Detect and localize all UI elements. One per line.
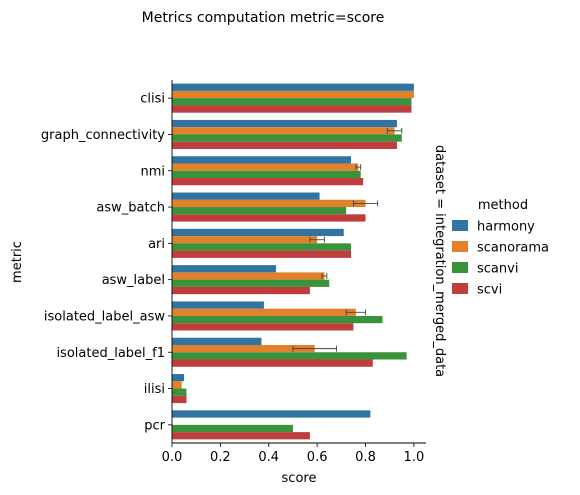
bar-harmony-isolated_label_asw [172, 301, 264, 309]
error-bar-scanorama-nmi [355, 164, 362, 171]
bar-scanorama-asw_batch [172, 199, 366, 208]
legend-label-harmony: harmony [477, 220, 535, 235]
bar-scvi-isolated_label_asw [172, 323, 354, 331]
legend-swatch-scvi [452, 283, 468, 294]
bar-scvi-nmi [172, 178, 364, 186]
bar-harmony-ilisi [172, 374, 185, 382]
y-tick-label-isolated_label_f1: isolated_label_f1 [56, 346, 165, 361]
x-tick-label: 1.0 [404, 450, 425, 465]
error-bar-scanorama-isolated_label_asw [345, 309, 366, 316]
bar-scanvi-graph_connectivity [172, 134, 402, 142]
y-tick-label-clisi: clisi [140, 92, 165, 107]
chart-title: Metrics computation metric=score [142, 10, 385, 26]
legend-label-scanvi: scanvi [477, 262, 518, 277]
error-bar-scanorama-asw_batch [352, 200, 379, 207]
x-tick-label: 0.6 [307, 450, 328, 465]
bar-scanorama-ilisi [172, 381, 182, 389]
legend-label-scanorama: scanorama [477, 241, 549, 256]
bar-harmony-isolated_label_f1 [172, 337, 262, 345]
bar-scvi-ilisi [172, 395, 187, 404]
bar-scanvi-asw_label [172, 279, 330, 287]
bar-scanvi-clisi [172, 98, 412, 106]
x-tick-label: 0.4 [258, 450, 279, 465]
x-tick-label: 0.8 [355, 450, 376, 465]
error-bar-scanorama-graph_connectivity [386, 127, 403, 134]
bar-scanvi-isolated_label_asw [172, 315, 383, 324]
bar-harmony-nmi [172, 156, 352, 164]
bar-scanorama-clisi [172, 90, 414, 99]
bar-scanorama-isolated_label_f1 [172, 344, 315, 353]
bar-harmony-clisi [172, 83, 414, 91]
legend: method harmony scanorama scanvi scvi [452, 198, 549, 298]
x-tick-label: 0.2 [210, 450, 231, 465]
bar-scvi-pcr [172, 432, 310, 440]
y-tick-label-asw_label: asw_label [102, 273, 165, 288]
bar-scanorama-asw_label [172, 272, 325, 280]
y-axis-label: metric [10, 241, 25, 283]
x-tick-label: 0.0 [162, 450, 183, 465]
bar-scvi-isolated_label_f1 [172, 359, 373, 367]
bar-scvi-ari [172, 250, 352, 258]
legend-swatch-scanvi [452, 262, 468, 273]
bar-scanorama-isolated_label_asw [172, 308, 356, 316]
error-bar-scanorama-isolated_label_f1 [292, 345, 337, 352]
bar-scanvi-nmi [172, 170, 361, 179]
legend-title: method [478, 198, 528, 213]
error-bar-scanorama-ari [309, 236, 325, 243]
y-tick-label-ari: ari [148, 237, 165, 252]
bar-scanvi-ilisi [172, 388, 187, 396]
y-tick-label-nmi: nmi [140, 164, 165, 179]
bar-scvi-graph_connectivity [172, 141, 397, 149]
bar-harmony-pcr [172, 410, 371, 418]
plot-area [172, 83, 414, 440]
bar-scvi-clisi [172, 105, 412, 113]
bar-scvi-asw_label [172, 286, 310, 295]
legend-swatch-scanorama [452, 241, 468, 252]
bar-scanorama-ari [172, 236, 318, 244]
bar-scanvi-pcr [172, 424, 293, 433]
y-tick-label-asw_batch: asw_batch [96, 201, 165, 216]
legend-label-scvi: scvi [477, 283, 502, 298]
bar-harmony-ari [172, 228, 344, 237]
y-tick-label-isolated_label_asw: isolated_label_asw [44, 309, 165, 324]
x-axis-label: score [282, 471, 317, 486]
bar-harmony-graph_connectivity [172, 119, 397, 128]
bar-harmony-asw_label [172, 265, 277, 273]
bar-scanvi-ari [172, 243, 352, 251]
bar-scanorama-nmi [172, 163, 359, 171]
bar-scvi-asw_batch [172, 214, 366, 222]
bar-harmony-asw_batch [172, 192, 320, 200]
facet-label: dataset = integration_merged_data [432, 145, 447, 377]
bar-scanvi-isolated_label_f1 [172, 352, 407, 360]
y-tick-label-graph_connectivity: graph_connectivity [41, 128, 165, 143]
error-bar-scanorama-asw_label [321, 273, 328, 280]
bar-scanvi-asw_batch [172, 207, 347, 215]
bar-scanorama-graph_connectivity [172, 127, 395, 135]
y-tick-label-ilisi: ilisi [144, 382, 165, 397]
legend-swatch-harmony [452, 220, 468, 231]
y-tick-label-pcr: pcr [144, 418, 165, 433]
